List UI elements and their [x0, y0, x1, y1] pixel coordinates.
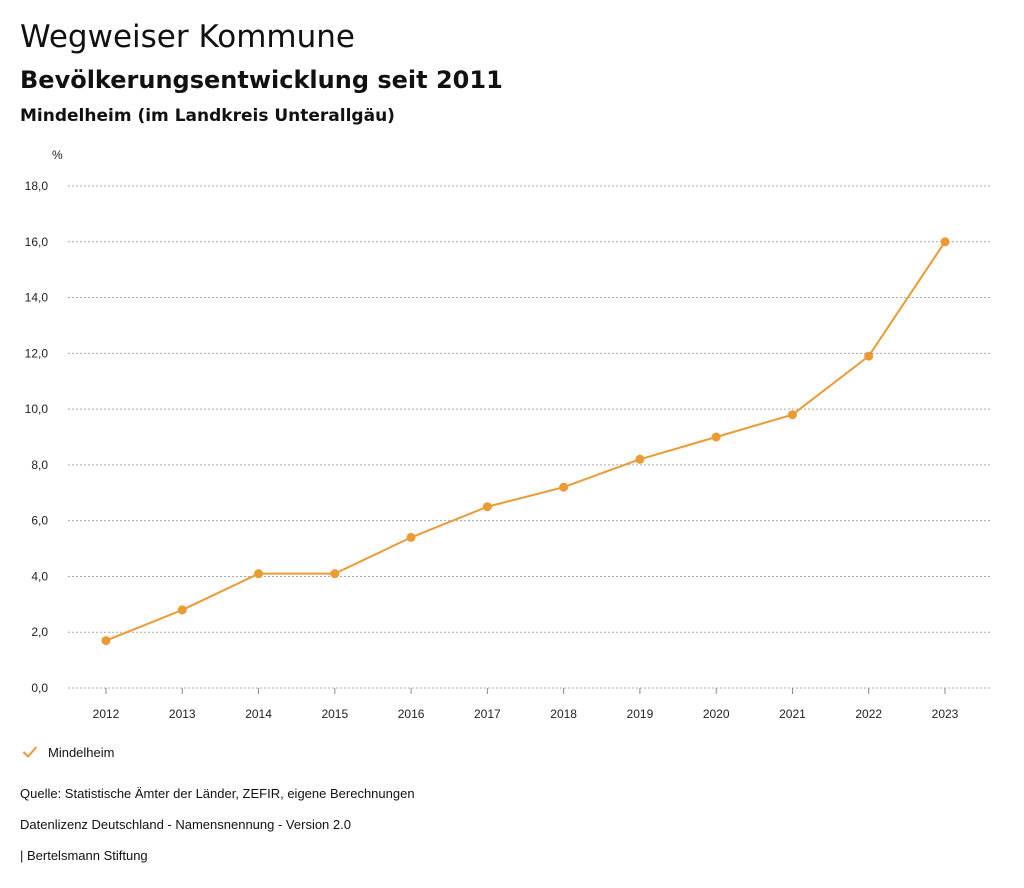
- publisher-note: | Bertelsmann Stiftung: [20, 848, 148, 863]
- region-label: Mindelheim (im Landkreis Unterallgäu): [20, 106, 395, 126]
- legend[interactable]: Mindelheim: [22, 744, 114, 760]
- chart-subtitle: Bevölkerungsentwicklung seit 2011: [20, 66, 503, 94]
- series-group: [101, 237, 950, 646]
- line-chart: % 0,0 2,0 4,0 6,0 8,0 10,0 12,0 14,0 16,0 18,0 20…: [25, 148, 990, 721]
- data-point[interactable]: [559, 482, 569, 492]
- page-title: Wegweiser Kommune: [20, 19, 355, 55]
- y-tick-label: 8,0: [31, 458, 48, 472]
- data-point[interactable]: [711, 432, 721, 442]
- y-tick-label: 6,0: [31, 514, 48, 528]
- y-tick-label: 2,0: [31, 625, 48, 639]
- data-point[interactable]: [864, 351, 874, 361]
- legend-label: Mindelheim: [48, 744, 115, 760]
- y-tick-label: 16,0: [25, 235, 49, 249]
- y-axis-ticks: 0,0 2,0 4,0 6,0 8,0 10,0 12,0 14,0 16,0 18,0: [25, 179, 49, 695]
- x-tick-label: 2019: [627, 707, 654, 721]
- x-tick-label: 2020: [703, 707, 730, 721]
- y-tick-label: 4,0: [31, 569, 48, 583]
- y-axis-unit-label: %: [52, 148, 63, 162]
- x-tick-label: 2017: [474, 707, 501, 721]
- x-tick-label: 2016: [398, 707, 425, 721]
- y-tick-label: 18,0: [25, 179, 49, 193]
- x-tick-label: 2013: [169, 707, 196, 721]
- series-line: [105, 241, 946, 642]
- x-axis-ticks: 2012 2013 2014 2015 2016 2017 2018 2019 2020 2021…: [93, 688, 959, 721]
- data-point[interactable]: [254, 569, 264, 579]
- x-tick-label: 2018: [550, 707, 577, 721]
- check-icon: [23, 746, 37, 758]
- data-point[interactable]: [177, 605, 187, 615]
- x-tick-label: 2023: [932, 707, 959, 721]
- y-tick-label: 12,0: [25, 346, 49, 360]
- y-tick-label: 0,0: [31, 681, 48, 695]
- data-point[interactable]: [482, 502, 492, 512]
- data-point[interactable]: [101, 636, 111, 646]
- x-tick-label: 2015: [321, 707, 348, 721]
- data-point[interactable]: [330, 569, 340, 579]
- x-tick-label: 2012: [93, 707, 120, 721]
- x-tick-label: 2022: [855, 707, 882, 721]
- x-tick-label: 2014: [245, 707, 272, 721]
- y-tick-label: 10,0: [25, 402, 49, 416]
- source-note: Quelle: Statistische Ämter der Länder, Z…: [20, 786, 415, 801]
- x-tick-label: 2021: [779, 707, 806, 721]
- data-point[interactable]: [406, 532, 416, 542]
- grid-lines: [68, 185, 990, 689]
- license-note: Datenlizenz Deutschland - Namensnennung …: [20, 817, 351, 832]
- data-point[interactable]: [940, 237, 950, 247]
- data-point[interactable]: [787, 410, 797, 420]
- y-tick-label: 14,0: [25, 291, 49, 305]
- data-point[interactable]: [635, 454, 645, 464]
